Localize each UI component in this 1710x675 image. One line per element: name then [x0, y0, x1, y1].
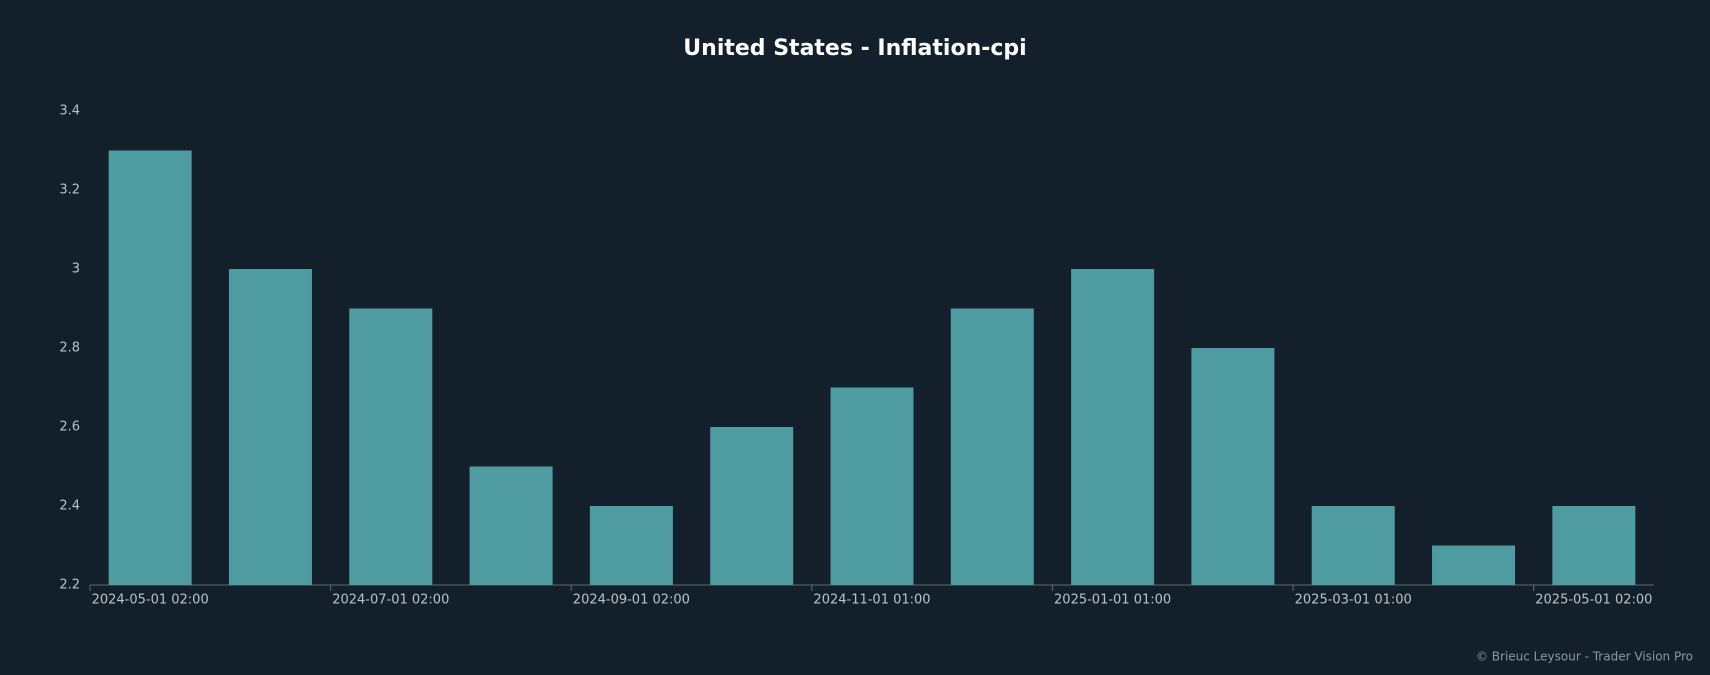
y-tick-label: 2.6 [59, 420, 80, 435]
footer: © Brieuc Leysour - Trader Vision Pro [1476, 650, 1693, 664]
bar [589, 506, 673, 585]
y-tick-label: 2.4 [59, 499, 80, 514]
bar [830, 387, 914, 585]
bar [349, 308, 433, 585]
bar [1432, 545, 1516, 585]
bar [1071, 269, 1155, 585]
y-tick-label: 3.2 [59, 183, 80, 198]
y-tick-label: 3.4 [59, 104, 80, 119]
bar [1552, 506, 1636, 585]
x-tick-label: 2025-03-01 01:00 [1295, 593, 1412, 608]
bar [1311, 506, 1395, 585]
x-tick-label: 2024-05-01 02:00 [92, 593, 209, 608]
bar [108, 150, 192, 585]
bar [710, 427, 794, 585]
y-tick-label: 2.8 [59, 341, 80, 356]
bar [228, 269, 312, 585]
y-tick-label: 2.2 [59, 578, 80, 593]
bar [469, 466, 553, 585]
x-tick-label: 2024-09-01 02:00 [573, 593, 690, 608]
chart-title: United States - Inflation-cpi [683, 36, 1026, 61]
bar [1191, 348, 1275, 585]
x-tick-label: 2025-01-01 01:00 [1054, 593, 1171, 608]
x-tick-label: 2024-11-01 01:00 [813, 593, 930, 608]
x-tick-label: 2024-07-01 02:00 [332, 593, 449, 608]
y-tick-label: 3 [72, 262, 80, 277]
x-tick-label: 2025-05-01 02:00 [1535, 593, 1652, 608]
bar [950, 308, 1034, 585]
